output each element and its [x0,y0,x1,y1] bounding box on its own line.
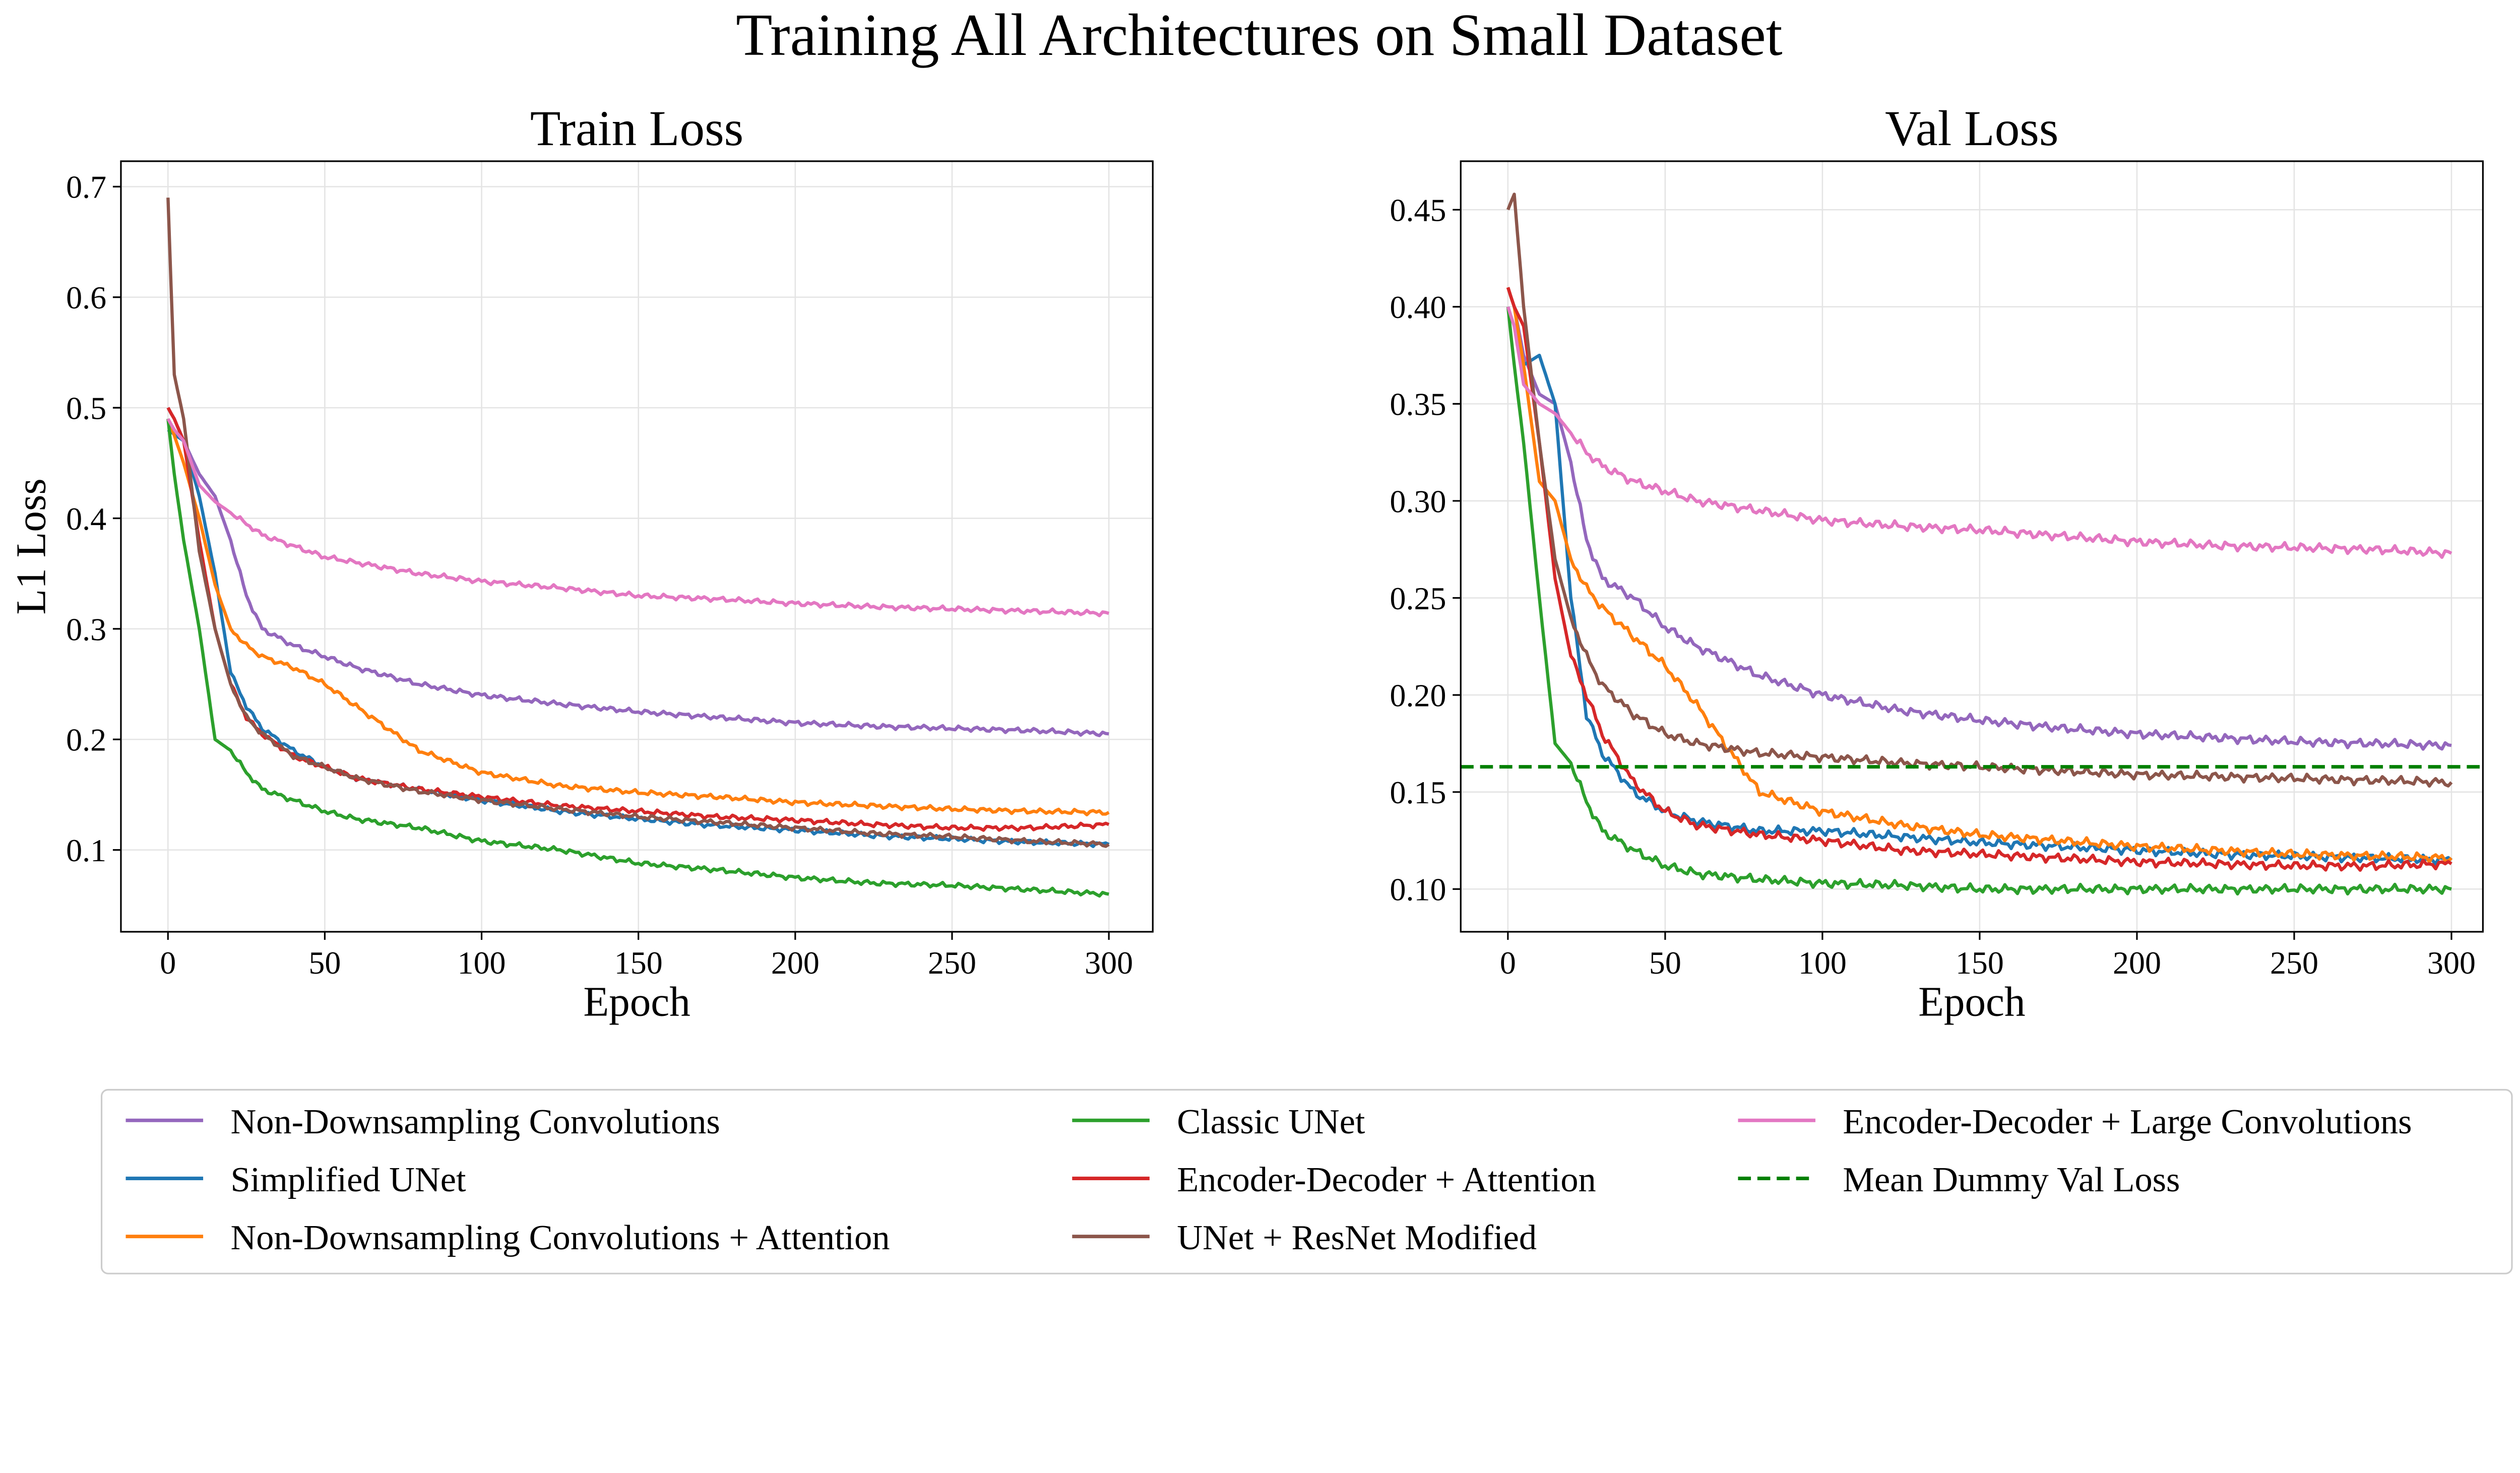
series-line-encoder-decoder-large-convolutions [1506,306,2452,559]
legend-item: Simplified UNet [125,1160,466,1199]
legend-frame [100,1088,2513,1274]
legend-item: UNet + ResNet Modified [1072,1218,1537,1257]
series-line-non-downsampling-convolutions [1506,287,2452,751]
legend-item: Encoder-Decoder + Attention [1072,1160,1596,1199]
x-axis-label: Epoch [583,978,690,1024]
legend-label: Classic UNet [1177,1102,1365,1141]
legend-label: Mean Dummy Val Loss [1843,1160,2180,1199]
y-tick-label: 0.2 [66,722,106,758]
y-tick-label: 0.25 [1390,581,1446,616]
legend-item: Mean Dummy Val Loss [1738,1160,2180,1199]
x-tick-label: 50 [308,945,341,981]
y-tick-label: 0.15 [1390,775,1446,810]
y-tick-label: 0.7 [66,169,106,205]
y-tick-label: 0.45 [1390,193,1446,228]
x-tick-label: 50 [1649,945,1681,981]
figure-title: Training All Architectures on Small Data… [736,2,1783,68]
series-lines [166,198,1110,898]
val-loss-plot: 0 50 100 150 200 250 300 0.10 0.15 0.20 0.25 0.30 0.… [1390,101,2484,1024]
y-axis-label: L1 Loss [8,478,54,614]
x-tick-label: 300 [2427,945,2476,981]
train-loss-plot: 0 50 100 150 200 250 300 0.1 0.2 0.3 0.4 0.5 0.6 0.7 T… [8,101,1154,1024]
x-axis-label: Epoch [1918,978,2025,1024]
legend-label: Encoder-Decoder + Attention [1177,1160,1596,1199]
legend-label: Encoder-Decoder + Large Convolutions [1843,1102,2412,1141]
legend-item: Non-Downsampling Convolutions + Attentio… [125,1218,890,1257]
x-tick-label: 200 [2113,945,2161,981]
legend-label: Non-Downsampling Convolutions [230,1102,720,1141]
y-tick-label: 0.6 [66,280,106,315]
series-line-non-downsampling-convolutions-attention [1506,287,2453,864]
x-tick-label: 150 [1956,945,2004,981]
legend-item: Non-Downsampling Convolutions [125,1102,720,1141]
subplot-title: Train Loss [530,101,743,156]
legend-item: Classic UNet [1072,1102,1365,1141]
series-line-encoder-decoder-large-convolutions [166,418,1110,617]
x-tick-label: 100 [1798,945,1847,981]
legend-label: Non-Downsampling Convolutions + Attentio… [230,1218,890,1257]
y-tick-label: 0.5 [66,391,106,426]
y-tick-label: 0.4 [66,501,106,537]
y-tick-label: 0.3 [66,611,106,647]
legend-label: Simplified UNet [230,1160,466,1199]
series-line-classic-unet [1506,306,2452,896]
legend-label: UNet + ResNet Modified [1177,1218,1537,1257]
legend: Non-Downsampling Convolutions Simplified … [100,1088,2513,1274]
figure: Training All Architectures on Small Data… [8,2,2513,1274]
axes-frame [120,160,1154,933]
x-tick-label: 0 [1500,945,1516,981]
series-line-unet-resnet-modified [1506,193,2453,788]
axes-frame [1460,160,2484,933]
y-tick-label: 0.1 [66,832,106,868]
series-line-non-downsampling-convolutions [166,407,1109,737]
series-line-encoder-decoder-attention [1506,287,2452,872]
y-tick-label: 0.10 [1390,872,1446,908]
series-line-unet-resnet-modified [166,198,1110,848]
y-tick-label: 0.30 [1390,483,1446,519]
y-tick-label: 0.40 [1390,289,1446,325]
series-lines [1461,193,2483,896]
x-tick-label: 100 [458,945,506,981]
x-tick-label: 300 [1085,945,1133,981]
subplot-title: Val Loss [1885,101,2058,156]
x-tick-label: 250 [928,945,976,981]
y-tick-label: 0.20 [1390,677,1446,713]
y-tick-label: 0.35 [1390,387,1446,422]
legend-item: Encoder-Decoder + Large Convolutions [1738,1102,2412,1141]
x-tick-label: 200 [771,945,820,981]
x-tick-label: 0 [160,945,176,981]
x-tick-label: 250 [2270,945,2318,981]
series-line-non-downsampling-convolutions-attention [166,418,1110,816]
x-tick-label: 150 [614,945,663,981]
series-line-classic-unet [166,418,1109,898]
